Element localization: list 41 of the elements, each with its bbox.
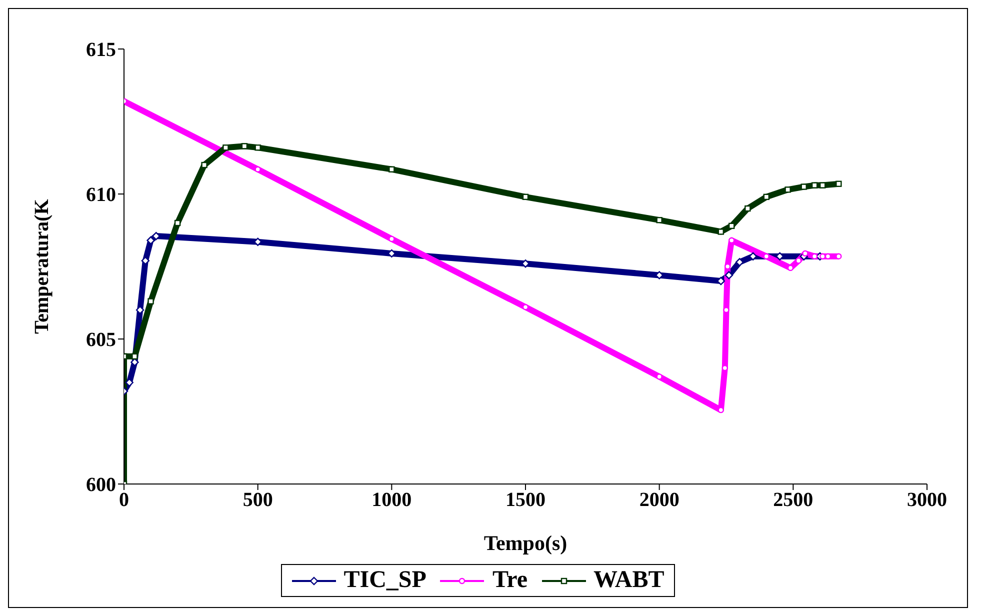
point <box>201 162 208 168</box>
point <box>388 166 395 172</box>
point <box>656 217 662 224</box>
point <box>388 236 395 242</box>
point <box>802 250 808 257</box>
x-tick-label: 2500 <box>773 489 814 512</box>
x-tick-label: 0 <box>119 489 129 512</box>
point <box>174 220 181 226</box>
point <box>254 144 261 151</box>
x-tick-label: 2000 <box>639 489 680 512</box>
legend-label: TIC_SP <box>342 567 426 594</box>
y-tick-label: 600 <box>86 474 116 496</box>
point <box>148 298 154 304</box>
point <box>744 205 751 212</box>
y-tick-label: 615 <box>86 39 116 62</box>
x-axis-title: Tempo(s) <box>484 531 568 555</box>
legend-label: Tre <box>491 567 528 594</box>
point <box>800 184 807 190</box>
legend-label: WABT <box>592 567 664 594</box>
point <box>784 186 791 193</box>
point <box>132 353 138 360</box>
point <box>241 143 248 150</box>
point <box>836 180 842 187</box>
y-tick-label: 610 <box>86 184 116 206</box>
y-axis-title: Temperatura(K <box>31 198 54 334</box>
x-tick-label: 3000 <box>907 489 947 512</box>
point <box>254 166 261 172</box>
point <box>522 304 529 310</box>
point <box>222 144 229 151</box>
y-tick-label: 605 <box>86 329 116 352</box>
point <box>656 374 662 380</box>
point <box>820 182 826 188</box>
x-tick-label: 500 <box>242 489 273 512</box>
point <box>763 194 770 200</box>
x-tick-label: 1000 <box>372 489 412 512</box>
point <box>811 182 818 188</box>
point <box>728 222 735 229</box>
point <box>522 194 529 200</box>
point <box>724 271 734 280</box>
point <box>795 258 802 264</box>
x-tick-label: 1500 <box>506 489 546 512</box>
